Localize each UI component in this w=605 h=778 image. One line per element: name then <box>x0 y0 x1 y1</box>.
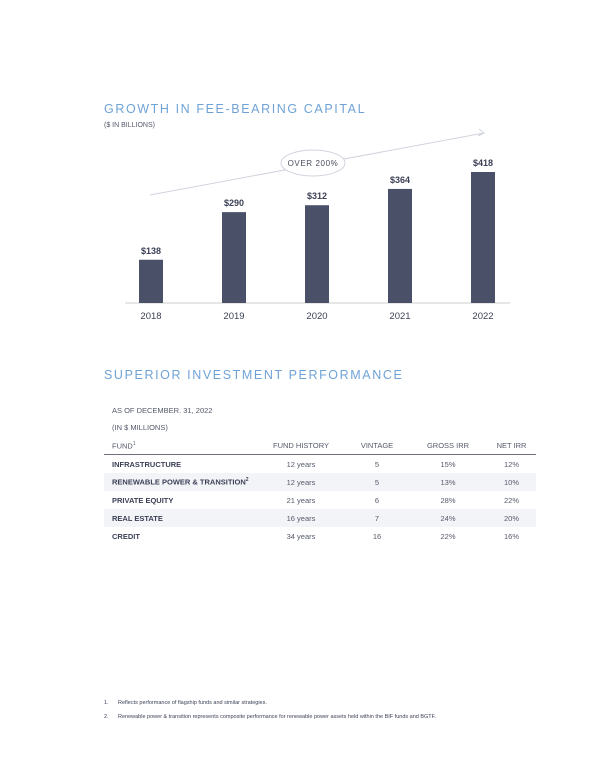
table-row: CREDIT 34 years 16 22% 16% <box>104 527 536 545</box>
value-label-2019: $290 <box>224 198 244 208</box>
table-row: INFRASTRUCTURE 12 years 5 15% 12% <box>104 455 536 474</box>
performance-title: SUPERIOR INVESTMENT PERFORMANCE <box>104 368 404 382</box>
footnote-2: 2. Renewable power & transition represent… <box>104 714 436 720</box>
net-irr-cell: 16% <box>503 531 519 541</box>
as-of-date: AS OF DECEMBER. 31, 2022 <box>112 406 213 415</box>
x-tick-label-2022: 2022 <box>472 311 493 322</box>
annotation-ellipse <box>280 149 346 177</box>
footnote-1: 1. Reflects performance of flagship funds… <box>104 700 267 706</box>
trend-arrow-head <box>477 128 485 137</box>
col-vintage: VINTAGE <box>345 437 409 455</box>
net-irr-cell: 20% <box>487 509 536 527</box>
fund-name: REAL ESTATE <box>104 509 257 527</box>
fund-history-cell: 34 years <box>286 531 316 541</box>
gross-irr-cell: 24% <box>409 509 487 527</box>
net-irr-cell: 12% <box>503 459 519 469</box>
growth-title: GROWTH IN FEE-BEARING CAPITAL <box>104 102 367 116</box>
value-label-2021: $364 <box>390 175 410 185</box>
growth-subtitle: ($ IN BILLIONS) <box>104 122 155 129</box>
fee-bearing-capital-chart: OVER 200% $138 2018 $290 2019 $312 2020 $364 20… <box>125 128 510 322</box>
table-header: FUND1 FUND HISTORY VINTAGE GROSS IRR NET… <box>104 437 536 455</box>
value-label-2022: $418 <box>473 158 493 168</box>
x-tick-label-2018: 2018 <box>140 311 161 322</box>
table-row: RENEWABLE POWER & TRANSITION2 12 years 5 13… <box>104 473 536 491</box>
gross-irr-cell: 22% <box>440 531 456 541</box>
units-label: (IN $ MILLIONS) <box>112 423 168 432</box>
x-tick-label-2020: 2020 <box>306 311 327 322</box>
gross-irr-cell: 28% <box>440 495 456 505</box>
fund-history-cell: 21 years <box>286 495 316 505</box>
gross-irr-cell: 15% <box>440 459 456 469</box>
net-irr-cell: 22% <box>503 495 519 505</box>
footnotes: 1. Reflects performance of flagship funds… <box>104 700 436 728</box>
performance-table: FUND1 FUND HISTORY VINTAGE GROSS IRR NET… <box>104 437 536 545</box>
value-label-2018: $138 <box>141 246 161 256</box>
footnote-ref: 1 <box>132 440 136 447</box>
vintage-cell: 6 <box>374 495 380 505</box>
col-fund-history: FUND HISTORY <box>257 437 345 455</box>
vintage-cell: 5 <box>345 473 409 491</box>
gross-irr-cell: 13% <box>409 473 487 491</box>
vintage-cell: 5 <box>374 459 380 469</box>
fund-history-cell: 16 years <box>257 509 345 527</box>
fund-name: RENEWABLE POWER & TRANSITION2 <box>104 473 257 491</box>
bar-2020 <box>305 205 329 303</box>
bar-2021 <box>388 188 412 303</box>
fund-history-cell: 12 years <box>286 459 316 469</box>
net-irr-cell: 10% <box>487 473 536 491</box>
table-row: PRIVATE EQUITY 21 years 6 28% 22% <box>104 491 536 509</box>
fund-history-cell: 12 years <box>257 473 345 491</box>
bar-2019 <box>222 212 246 303</box>
vintage-cell: 16 <box>372 531 382 541</box>
fund-name: PRIVATE EQUITY <box>112 495 174 505</box>
x-tick-label-2019: 2019 <box>223 311 244 322</box>
x-tick-label-2021: 2021 <box>389 311 410 322</box>
fund-name: INFRASTRUCTURE <box>112 459 182 469</box>
fund-name: CREDIT <box>112 531 140 541</box>
col-fund: FUND1 <box>104 437 257 455</box>
value-label-2020: $312 <box>307 191 327 201</box>
footnote-ref: 2 <box>245 477 249 484</box>
table-row: REAL ESTATE 16 years 7 24% 20% <box>104 509 536 527</box>
bar-2018 <box>139 259 163 303</box>
col-gross-irr: GROSS IRR <box>409 437 487 455</box>
col-net-irr: NET IRR <box>487 437 536 455</box>
vintage-cell: 7 <box>345 509 409 527</box>
annotation-text: OVER 200% <box>288 159 339 168</box>
bar-2022 <box>471 172 495 303</box>
